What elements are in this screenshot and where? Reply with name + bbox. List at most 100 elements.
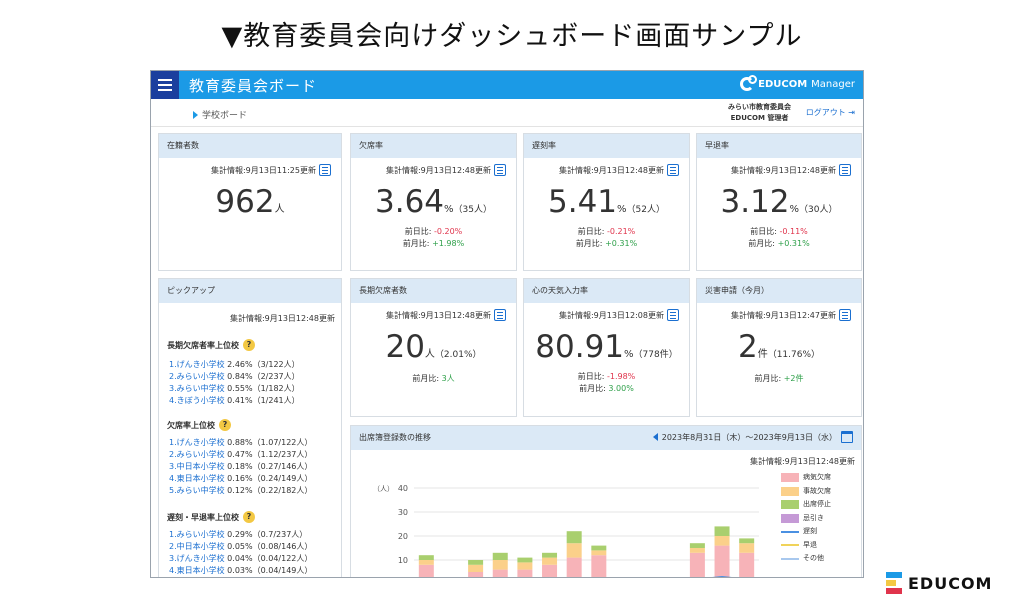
- legend-label: 出席停止: [803, 500, 831, 508]
- value-sub: （11.76%）: [767, 350, 821, 360]
- legend-item[interactable]: 事故欠席: [781, 485, 831, 499]
- compare-value: -0.21%: [606, 227, 636, 236]
- pickup-updated: 集計情報:9月13日12:48更新: [229, 314, 335, 323]
- card-title: 長期欠席者数: [351, 279, 516, 303]
- user-role: EDUCOM 管理者: [730, 114, 789, 122]
- legend-item[interactable]: 早退: [781, 539, 831, 553]
- list-icon[interactable]: [494, 309, 506, 321]
- school-link[interactable]: 4.きぼう小学校: [169, 396, 225, 405]
- pickup-panel: ピックアップ 集計情報:9月13日12:48更新 長期欠席者率上位校? 1.げん…: [158, 278, 342, 577]
- card-value: 80.91%（778件）: [524, 329, 689, 365]
- card-updated: 集計情報:9月13日12:48更新: [386, 164, 506, 176]
- help-icon[interactable]: ?: [243, 511, 255, 523]
- y-tick-label: 30: [398, 508, 408, 517]
- bar-segment: [739, 543, 755, 553]
- card-title: 在籍者数: [159, 134, 341, 158]
- card-compare: 前日比: -0.11% 前月比: +0.31%: [697, 226, 861, 250]
- app-bar: 教育委員会ボード EDUCOM Manager: [151, 71, 863, 99]
- legend-swatch: [781, 500, 799, 510]
- card-disaster-applications: 災害申請（今月） 集計情報:9月13日12:47更新 2件（11.76%） 前月…: [696, 278, 862, 417]
- legend-item[interactable]: その他: [781, 552, 831, 566]
- school-link[interactable]: 2.みらい小学校: [169, 450, 225, 459]
- dashboard-window: 教育委員会ボード EDUCOM Manager 学校ボード みらい市教育委員会 …: [150, 70, 864, 578]
- list-item: 3.みらい中学校 0.55%（1/182人）: [169, 383, 300, 395]
- value-number: 5.41: [548, 184, 618, 220]
- school-link[interactable]: 4.東日本小学校: [169, 474, 225, 483]
- legend-label: 忌引き: [803, 513, 824, 522]
- school-link[interactable]: 3.中日本小学校: [169, 462, 225, 471]
- legend-item[interactable]: 忌引き: [781, 512, 831, 526]
- value-sub: （35人）: [453, 205, 492, 215]
- compare-value: +0.31%: [777, 239, 810, 248]
- compare-label: 前日比:: [404, 227, 432, 236]
- legend-swatch: [781, 544, 799, 547]
- school-link[interactable]: 1.みらい小学校: [169, 530, 225, 539]
- bar-segment: [418, 560, 434, 565]
- school-link[interactable]: 2.みらい小学校: [169, 372, 225, 381]
- list-icon[interactable]: [667, 164, 679, 176]
- school-link[interactable]: 2.中日本小学校: [169, 542, 225, 551]
- card-title: 災害申請（今月）: [697, 279, 861, 303]
- school-link[interactable]: 1.げんき小学校: [169, 360, 225, 369]
- list-item: 4.東日本小学校 0.03%（0.04/149人）: [169, 565, 312, 577]
- legend-swatch: [781, 473, 799, 483]
- card-value: 2件（11.76%）: [697, 329, 861, 365]
- list-icon[interactable]: [839, 164, 851, 176]
- help-icon[interactable]: ?: [219, 419, 231, 431]
- help-icon[interactable]: ?: [243, 339, 255, 351]
- bar-segment: [468, 560, 484, 565]
- item-value: 0.55%（1/182人）: [224, 384, 300, 393]
- school-link[interactable]: 3.げんき小学校: [169, 554, 225, 563]
- list-icon[interactable]: [839, 309, 851, 321]
- compare-label: 前月比:: [748, 239, 776, 248]
- bar-segment: [418, 555, 434, 560]
- bar-segment: [542, 557, 558, 565]
- updated-text: 集計情報:9月13日12:48更新: [558, 165, 664, 175]
- ranking-list: 1.げんき小学校 0.88%（1.07/122人） 2.みらい小学校 0.47%…: [169, 437, 312, 497]
- y-tick-label: 40: [398, 484, 408, 493]
- ranking-list: 1.みらい小学校 0.29%（0.7/237人） 2.中日本小学校 0.05%（…: [169, 529, 312, 577]
- legend-item[interactable]: 出席停止: [781, 498, 831, 512]
- card-updated: 集計情報:9月13日11:25更新: [211, 164, 331, 176]
- list-icon[interactable]: [319, 164, 331, 176]
- educom-wordmark: EDUCOM: [908, 573, 993, 593]
- logout-link[interactable]: ログアウト ⇥: [806, 107, 855, 118]
- legend-label: 遅刻: [803, 527, 817, 535]
- card-title: 欠席率: [351, 134, 516, 158]
- compare-label: 前日比:: [577, 227, 605, 236]
- caret-right-icon: [193, 110, 198, 119]
- brand-product: Manager: [811, 78, 855, 90]
- breadcrumb[interactable]: 学校ボード: [193, 108, 247, 121]
- legend-item[interactable]: 病気欠席: [781, 471, 831, 485]
- compare-label: 前月比:: [412, 374, 440, 383]
- prev-period-icon[interactable]: [652, 433, 658, 441]
- list-item: 1.みらい小学校 0.29%（0.7/237人）: [169, 529, 312, 541]
- school-link[interactable]: 1.げんき小学校: [169, 438, 225, 447]
- bar-segment: [517, 557, 533, 563]
- legend-swatch: [781, 513, 799, 523]
- hamburger-menu-icon[interactable]: [151, 71, 179, 99]
- school-link[interactable]: 3.みらい中学校: [169, 384, 225, 393]
- bar-segment: [566, 543, 582, 558]
- legend-item[interactable]: 遅刻: [781, 525, 831, 539]
- school-link[interactable]: 4.東日本小学校: [169, 566, 225, 575]
- card-updated: 集計情報:9月13日12:48更新: [559, 164, 679, 176]
- value-sub: （778件）: [633, 350, 678, 360]
- item-value: 0.18%（0.27/146人）: [224, 462, 313, 471]
- list-icon[interactable]: [494, 164, 506, 176]
- bar-segment: [492, 569, 508, 577]
- list-icon[interactable]: [667, 309, 679, 321]
- card-long-absence: 長期欠席者数 集計情報:9月13日12:48更新 20人（2.01%） 前月比:…: [350, 278, 517, 417]
- y-tick-label: 10: [398, 556, 408, 565]
- compare-label: 前日比:: [577, 372, 605, 381]
- brand-name: EDUCOM: [758, 78, 808, 90]
- calendar-icon[interactable]: [841, 431, 853, 443]
- school-link[interactable]: 5.みらい中学校: [169, 486, 225, 495]
- compare-label: 前月比:: [575, 239, 603, 248]
- bar-segment: [714, 526, 730, 536]
- updated-text: 集計情報:9月13日12:48更新: [385, 310, 491, 320]
- card-compare: 前日比: -0.21% 前月比: +0.31%: [524, 226, 689, 250]
- bar-segment: [566, 531, 582, 544]
- value-unit: 件: [757, 349, 768, 360]
- bar-segment: [418, 564, 434, 577]
